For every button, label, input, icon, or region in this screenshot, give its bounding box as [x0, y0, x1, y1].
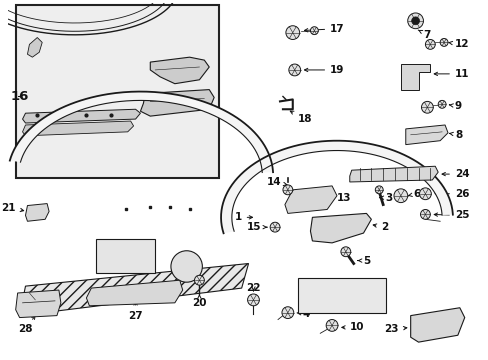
Circle shape	[247, 294, 259, 306]
Text: 21: 21	[1, 203, 23, 212]
Bar	[16, 5, 219, 178]
Circle shape	[407, 13, 423, 29]
Text: 11: 11	[433, 69, 468, 79]
Text: 19: 19	[304, 65, 344, 75]
Circle shape	[421, 102, 432, 113]
Circle shape	[419, 188, 430, 200]
Polygon shape	[22, 109, 140, 123]
Text: 3: 3	[379, 193, 391, 203]
Text: 26: 26	[434, 189, 468, 199]
Text: 16: 16	[11, 90, 29, 103]
Text: 8: 8	[448, 130, 461, 140]
Text: 18: 18	[290, 111, 311, 124]
Polygon shape	[140, 90, 214, 116]
Text: 6: 6	[407, 189, 420, 199]
Text: 13: 13	[321, 193, 351, 203]
Circle shape	[310, 27, 318, 35]
Text: 10: 10	[341, 323, 364, 332]
Circle shape	[194, 275, 204, 285]
Text: 28: 28	[18, 316, 35, 334]
Circle shape	[437, 100, 445, 108]
Text: 20: 20	[192, 295, 206, 308]
Text: 1: 1	[234, 212, 252, 222]
Text: 27: 27	[128, 302, 142, 321]
Circle shape	[171, 251, 202, 282]
Text: 17: 17	[304, 24, 344, 34]
Text: 12: 12	[448, 39, 468, 49]
Polygon shape	[20, 264, 248, 316]
Text: 22: 22	[246, 283, 260, 293]
FancyBboxPatch shape	[96, 239, 155, 273]
Polygon shape	[221, 141, 452, 233]
Circle shape	[325, 320, 337, 331]
Circle shape	[283, 185, 292, 195]
Polygon shape	[410, 308, 464, 342]
Polygon shape	[150, 57, 209, 84]
Circle shape	[288, 64, 300, 76]
Text: 25: 25	[433, 210, 468, 220]
Polygon shape	[25, 204, 49, 221]
Circle shape	[269, 222, 280, 232]
Circle shape	[285, 26, 299, 40]
Text: 15: 15	[246, 222, 266, 232]
Polygon shape	[16, 290, 61, 318]
Text: 23: 23	[384, 324, 406, 334]
Polygon shape	[86, 280, 183, 306]
Polygon shape	[10, 91, 272, 172]
Text: 2: 2	[372, 222, 387, 232]
Text: 5: 5	[357, 256, 370, 266]
Circle shape	[420, 210, 429, 219]
Circle shape	[393, 189, 407, 203]
Circle shape	[374, 186, 383, 194]
Circle shape	[411, 17, 419, 25]
Polygon shape	[27, 37, 42, 57]
Polygon shape	[22, 121, 133, 136]
Polygon shape	[310, 213, 370, 243]
FancyBboxPatch shape	[297, 278, 386, 312]
Circle shape	[439, 39, 447, 46]
Text: 7: 7	[417, 30, 430, 40]
Polygon shape	[405, 125, 447, 145]
Circle shape	[425, 40, 434, 49]
Text: 24: 24	[441, 169, 468, 179]
Circle shape	[282, 307, 293, 319]
Circle shape	[340, 247, 350, 257]
Text: 4: 4	[296, 309, 309, 319]
Text: 9: 9	[448, 101, 461, 111]
Text: 14: 14	[266, 177, 286, 187]
Polygon shape	[400, 64, 429, 90]
Polygon shape	[285, 186, 336, 213]
Polygon shape	[349, 166, 437, 182]
